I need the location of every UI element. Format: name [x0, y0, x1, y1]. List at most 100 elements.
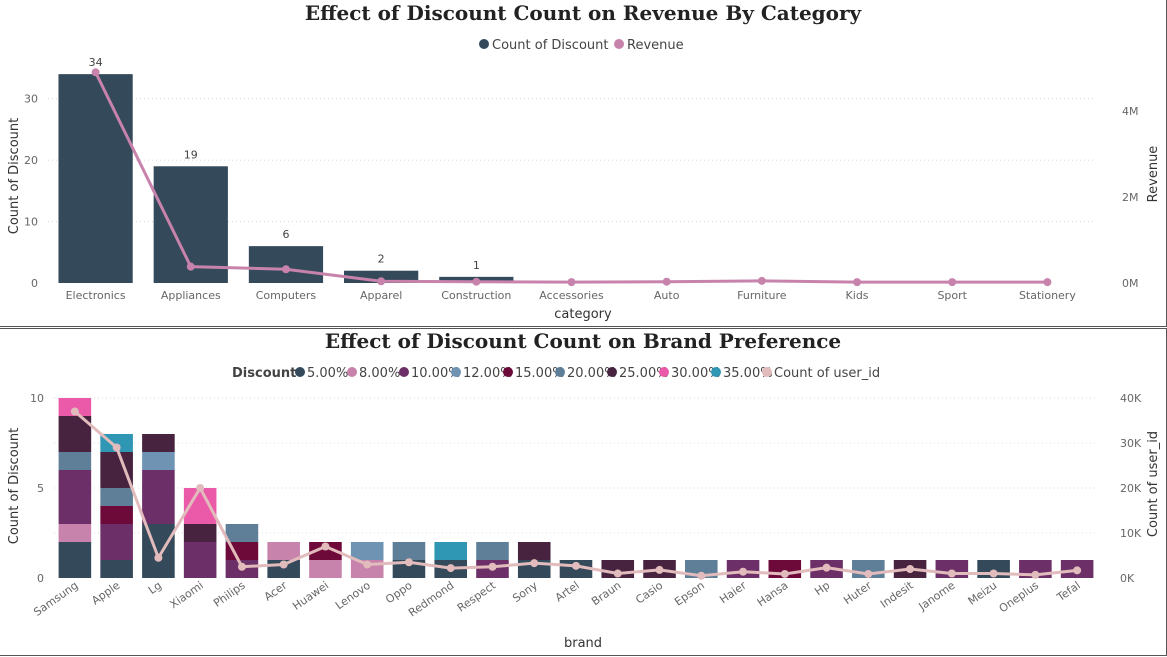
x-tick-label: Tefal: [1054, 579, 1083, 605]
y-axis-title: Count of Discount: [7, 428, 22, 544]
x-tick-label: Lenovo: [333, 579, 373, 613]
x-tick-label: Computers: [256, 289, 317, 302]
legend-label-35.00pct: 35.00%: [723, 366, 773, 381]
bar-segment-samsung: [58, 542, 92, 578]
y-tick-label: 5: [37, 482, 44, 495]
x-tick-label: Xiaomi: [167, 579, 205, 611]
user-count-point-huter: [864, 569, 873, 578]
bar-segment-sony: [517, 542, 551, 560]
bar-segment-huawei: [309, 542, 342, 560]
bar-segment-oppo: [392, 542, 426, 560]
x-axis-title: category: [554, 307, 612, 322]
revenue-point-kids: [853, 278, 862, 287]
bar-segment-philips: [225, 542, 259, 560]
x-tick-label: Electronics: [66, 289, 126, 302]
legend-marker-8.00pct: [347, 367, 357, 377]
x-tick-label: Janome: [916, 579, 958, 614]
legend-marker-35.00pct: [711, 367, 721, 377]
y2-tick-label: 30K: [1120, 437, 1142, 450]
x-tick-label: Construction: [441, 289, 511, 302]
bar-segment-philips: [225, 524, 259, 542]
x-tick-label: Indesit: [878, 578, 916, 610]
user-count-point-lg: [154, 553, 163, 562]
bar-segment-apple: [100, 560, 133, 578]
legend-label-15.00pct: 15.00%: [515, 366, 565, 381]
bar-segment-samsung: [58, 470, 92, 524]
x-tick-label: Stationery: [1019, 289, 1076, 302]
bar-segment-apple: [100, 524, 133, 560]
legend-marker-30.00pct: [659, 367, 669, 377]
legend-label-5.00pct: 5.00%: [307, 366, 348, 381]
y2-axis-title: Revenue: [1146, 146, 1161, 203]
chart-title: Effect of Discount Count on Revenue By C…: [305, 1, 863, 25]
data-label: 1: [473, 259, 480, 272]
user-count-point-artel: [572, 561, 580, 570]
category-chart-panel: Effect of Discount Count on Revenue By C…: [0, 0, 1167, 327]
legend-label-count-of-user-id: Count of user_id: [774, 366, 880, 381]
x-tick-label: Oneplus: [997, 579, 1042, 616]
revenue-point-accessories: [567, 278, 576, 287]
legend-label-8.00pct: 8.00%: [359, 366, 400, 381]
revenue-point-apparel: [377, 277, 386, 286]
legend-title: Discount: [232, 366, 296, 381]
bar-segment-apple: [100, 488, 133, 506]
bar-segment-huawei: [309, 560, 342, 578]
revenue-line: [94, 71, 1048, 284]
bar-segment-lenovo: [350, 542, 384, 560]
y2-tick-label: 0M: [1122, 277, 1139, 290]
user-count-point-tefal: [1073, 566, 1082, 575]
legend-label-20.00pct: 20.00%: [567, 366, 617, 381]
y-tick-label: 10: [30, 392, 44, 405]
bar-segment-redmond: [434, 542, 468, 560]
x-tick-label: Huter: [841, 579, 874, 608]
y-tick-label: 30: [24, 93, 38, 106]
x-tick-label: Lg: [146, 579, 164, 597]
legend-label-30.00pct: 30.00%: [671, 366, 721, 381]
user-count-point-lenovo: [363, 560, 372, 569]
revenue-point-sport: [948, 278, 957, 287]
bar-segment-apple: [100, 506, 133, 524]
brand-chart: Effect of Discount Count on Brand Prefer…: [7, 329, 1161, 651]
legend-marker-count-of-discount: [479, 39, 489, 49]
bar-segment-lg: [142, 470, 175, 524]
y-tick-label: 20: [24, 154, 38, 167]
y2-tick-label: 2M: [1122, 191, 1139, 204]
x-tick-label: Apparel: [360, 289, 402, 302]
user-count-point-oneplus: [1031, 570, 1040, 579]
x-tick-label: Hansa: [755, 579, 791, 609]
user-count-point-indesit: [906, 565, 915, 573]
user-count-point-samsung: [70, 407, 79, 416]
legend-marker-10.00pct: [399, 367, 409, 377]
x-tick-label: Haier: [717, 579, 749, 607]
y2-axis-title: Count of user_id: [1146, 431, 1161, 537]
legend-marker-revenue: [614, 39, 624, 49]
user-count-point-casio: [655, 565, 664, 574]
y-axis-title: Count of Discount: [7, 118, 22, 234]
bar-electronics: [58, 74, 133, 284]
y2-tick-label: 40K: [1120, 392, 1142, 405]
brand-chart-panel: Effect of Discount Count on Brand Prefer…: [0, 328, 1167, 656]
legend-marker-25.00pct: [607, 367, 617, 377]
bar-segment-samsung: [58, 452, 92, 470]
user-count-point-janome: [947, 569, 956, 578]
data-label: 19: [184, 148, 198, 161]
x-tick-label: Oppo: [383, 579, 415, 607]
legend-marker-15.00pct: [503, 367, 513, 377]
user-count-point-hp: [822, 563, 831, 572]
legend-label-10.00pct: 10.00%: [411, 366, 461, 381]
x-tick-label: Hp: [812, 579, 832, 598]
legend-marker-20.00pct: [555, 367, 565, 377]
revenue-point-construction: [472, 277, 481, 286]
revenue-point-computers: [281, 265, 290, 274]
x-tick-label: Auto: [654, 289, 680, 302]
bar-segment-xiaomi: [183, 524, 217, 542]
revenue-point-auto: [662, 277, 671, 286]
user-count-point-huawei: [321, 542, 330, 551]
x-tick-label: Meizu: [966, 579, 1000, 608]
y-tick-label: 0: [37, 572, 44, 585]
x-tick-label: Braun: [589, 579, 623, 608]
bar-segment-lg: [142, 434, 175, 452]
revenue-point-appliances: [186, 262, 195, 271]
user-count-point-xiaomi: [196, 484, 205, 492]
chart-title: Effect of Discount Count on Brand Prefer…: [325, 329, 841, 353]
